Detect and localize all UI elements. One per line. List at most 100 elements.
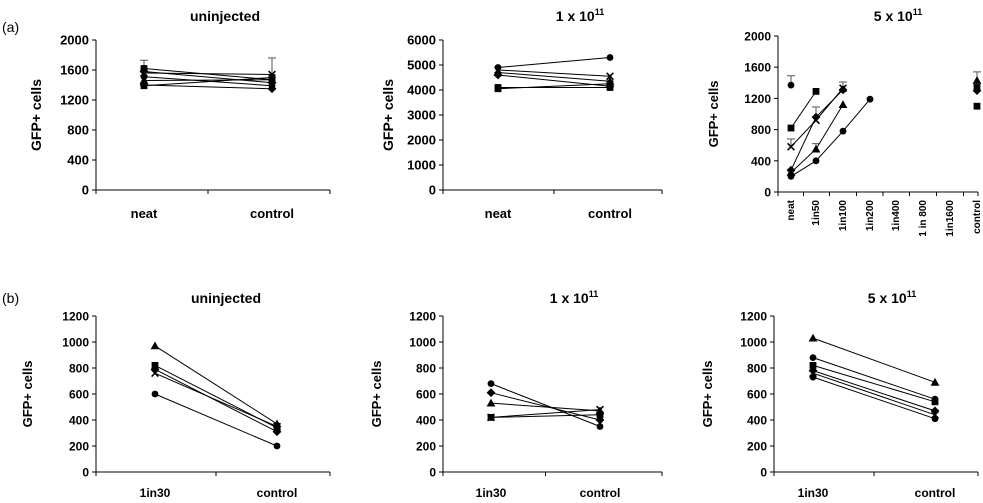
data-point xyxy=(972,76,982,84)
y-tick-label: 1000 xyxy=(740,336,767,350)
y-tick-label: 1200 xyxy=(60,93,89,108)
series-line xyxy=(790,91,817,129)
y-tick-label: 1000 xyxy=(407,158,436,173)
data-point xyxy=(595,415,605,425)
y-tick-label: 400 xyxy=(751,154,771,168)
title-superscript: 11 xyxy=(595,7,605,17)
series-line xyxy=(812,364,936,403)
series-line xyxy=(143,79,273,81)
x-tick-label: control xyxy=(588,206,632,221)
y-tick-label: 600 xyxy=(747,388,767,402)
series-line xyxy=(497,72,611,82)
data-point xyxy=(931,398,939,406)
series-line xyxy=(497,57,611,68)
y-tick-label: 4000 xyxy=(407,83,436,98)
data-point xyxy=(596,411,604,419)
data-point xyxy=(812,116,820,125)
title-superscript: 11 xyxy=(907,289,917,299)
series-line xyxy=(812,337,936,383)
data-point xyxy=(838,85,848,95)
series-line xyxy=(812,370,936,412)
y-axis-label: GFP+ cells xyxy=(700,361,715,428)
data-point xyxy=(606,84,614,91)
data-point xyxy=(273,422,281,431)
y-tick-label: 1200 xyxy=(740,310,767,324)
x-tick-label: 1in30 xyxy=(798,486,829,500)
y-axis-label: GFP+ cells xyxy=(369,361,384,428)
data-point xyxy=(808,366,818,375)
data-point xyxy=(809,373,817,381)
panel-label-b: (b) xyxy=(2,290,19,306)
x-tick-label: neat xyxy=(786,199,797,220)
series-line xyxy=(154,368,278,433)
y-tick-label: 2000 xyxy=(407,133,436,148)
series-line xyxy=(490,383,601,427)
x-tick-label: 1in30 xyxy=(476,486,507,500)
series-line xyxy=(154,393,278,447)
x-tick-label: neat xyxy=(131,206,158,221)
y-tick-label: 600 xyxy=(69,388,89,402)
y-tick-label: 800 xyxy=(751,123,771,137)
data-point xyxy=(931,415,939,423)
data-point xyxy=(973,102,981,110)
series-line xyxy=(143,72,273,75)
data-point xyxy=(839,127,847,135)
y-tick-label: 6000 xyxy=(407,33,436,48)
data-point xyxy=(486,388,496,398)
y-tick-label: 0 xyxy=(429,183,436,198)
data-point xyxy=(273,442,281,450)
x-tick-label: 1 in 800 xyxy=(918,200,929,237)
data-point xyxy=(606,72,614,81)
chart-title: 5 x 1011 xyxy=(874,7,922,24)
chart-4: uninjected GFP+ cells 0 200 400 600 800 1000 120… xyxy=(20,290,331,500)
series-line xyxy=(490,414,601,418)
x-tick-label: 1in100 xyxy=(838,200,849,232)
data-point xyxy=(811,144,821,153)
y-tick-label: 0 xyxy=(82,183,89,198)
series-line xyxy=(812,376,936,420)
y-tick-label: 1200 xyxy=(62,310,89,324)
data-point xyxy=(487,413,495,422)
data-point xyxy=(786,168,796,176)
y-tick-label: 600 xyxy=(416,388,436,402)
y-tick-label: 1200 xyxy=(409,310,436,324)
x-tick-label: 1in1600 xyxy=(945,200,956,237)
y-tick-label: 0 xyxy=(429,466,436,480)
data-point xyxy=(151,369,159,378)
chart-title: uninjected xyxy=(190,8,260,24)
y-axis-label: GFP+ cells xyxy=(28,79,44,151)
y-tick-label: 0 xyxy=(764,186,771,200)
chart-title: 1 x 1011 xyxy=(550,289,598,306)
x-tick-label: control xyxy=(250,206,294,221)
chart-6: 5 x 1011 GFP+ cells 0 200 400 600 800 1000 1200 1… xyxy=(700,289,979,500)
series-line xyxy=(490,402,601,412)
x-tick-label: 1in400 xyxy=(891,200,902,232)
data-point xyxy=(139,67,149,76)
data-point xyxy=(487,380,495,387)
y-tick-label: 800 xyxy=(69,362,89,376)
data-point xyxy=(596,405,604,414)
y-tick-label: 200 xyxy=(69,440,89,454)
x-tick-label: control xyxy=(257,486,298,500)
chart-1: uninjected GFP+ cells 0 400 800 1200 1600 2000 n… xyxy=(28,8,331,221)
data-point xyxy=(494,85,502,93)
y-tick-label: 0 xyxy=(82,466,89,480)
series-line xyxy=(490,409,601,418)
y-tick-label: 1600 xyxy=(60,63,89,78)
data-point xyxy=(606,80,614,88)
y-axis-label: GFP+ cells xyxy=(380,79,396,151)
chart-title: uninjected xyxy=(191,290,261,306)
data-point xyxy=(812,157,820,165)
series-line xyxy=(497,69,611,77)
x-tick-label: control xyxy=(972,200,983,234)
data-point xyxy=(267,84,277,94)
x-tick-label: control xyxy=(915,486,956,500)
series-line xyxy=(812,372,936,416)
chart-title: 5 x 1011 xyxy=(868,289,916,306)
y-tick-label: 1200 xyxy=(744,92,771,106)
data-point xyxy=(811,112,821,122)
x-tick-label: 1in200 xyxy=(865,200,876,232)
panel-label-a: (a) xyxy=(2,19,19,35)
series-line xyxy=(497,83,611,90)
